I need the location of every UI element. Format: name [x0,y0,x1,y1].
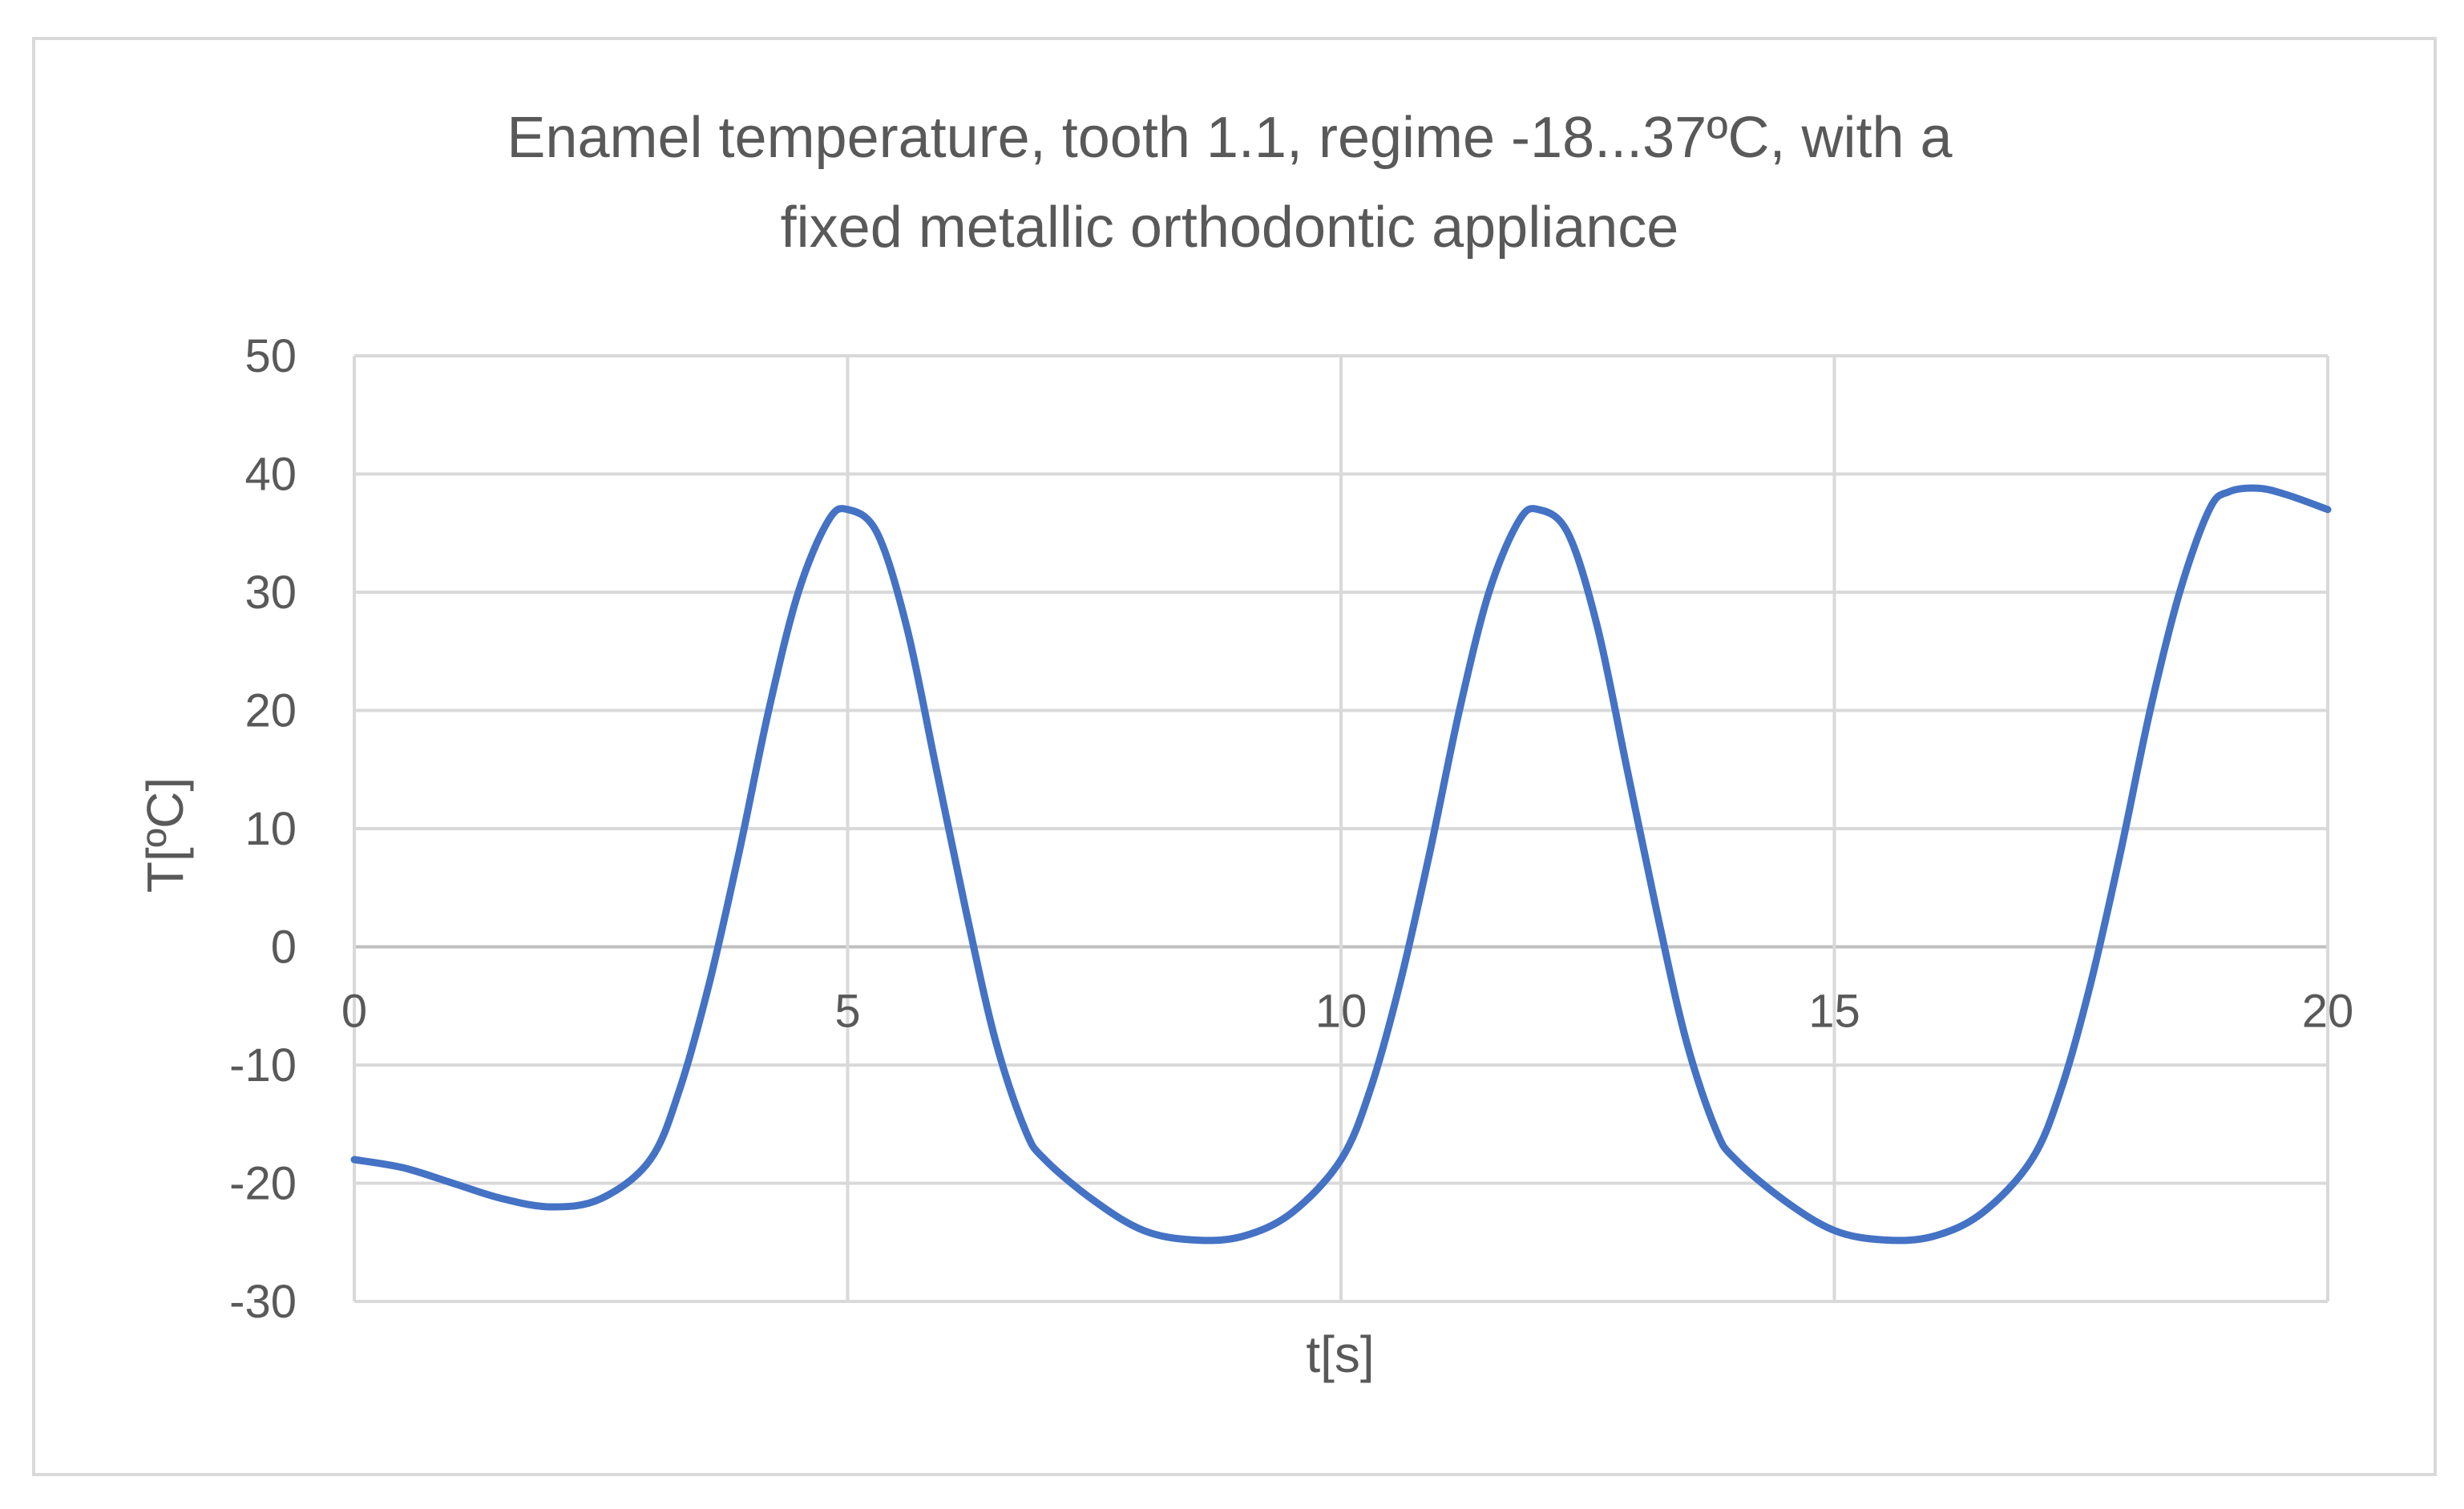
y-tick-label: 0 [271,922,297,974]
x-tick-label: 15 [1808,986,1860,1038]
x-tick-label: 20 [2302,986,2354,1038]
y-tick-label: -20 [229,1158,297,1210]
series-layer [350,484,2332,1245]
chart-title-line1: Enamel temperature, tooth 1.1, regime -1… [507,106,1953,170]
y-axis-title: T[ºC] [136,777,194,893]
x-axis-title: t[s] [1306,1325,1374,1383]
y-tick-label: 40 [244,449,297,501]
tick-labels: 50 40 30 20 10 0 -10 -20 -30 0 5 10 15 20 [229,330,2353,1328]
y-tick-label: 30 [244,567,297,619]
y-tick-label: 20 [244,685,297,737]
y-tick-label: -30 [229,1276,297,1328]
y-tick-label: 10 [244,803,297,855]
y-tick-label: -10 [229,1039,297,1091]
x-tick-label: 0 [341,986,367,1038]
x-tick-label: 5 [834,986,860,1038]
series-line-temperature [350,484,2332,1245]
chart-title-line2: fixed metallic orthodontic appliance [781,196,1679,260]
gridlines [353,354,2329,1303]
y-tick-label: 50 [244,330,297,382]
x-tick-label: 10 [1315,986,1367,1038]
